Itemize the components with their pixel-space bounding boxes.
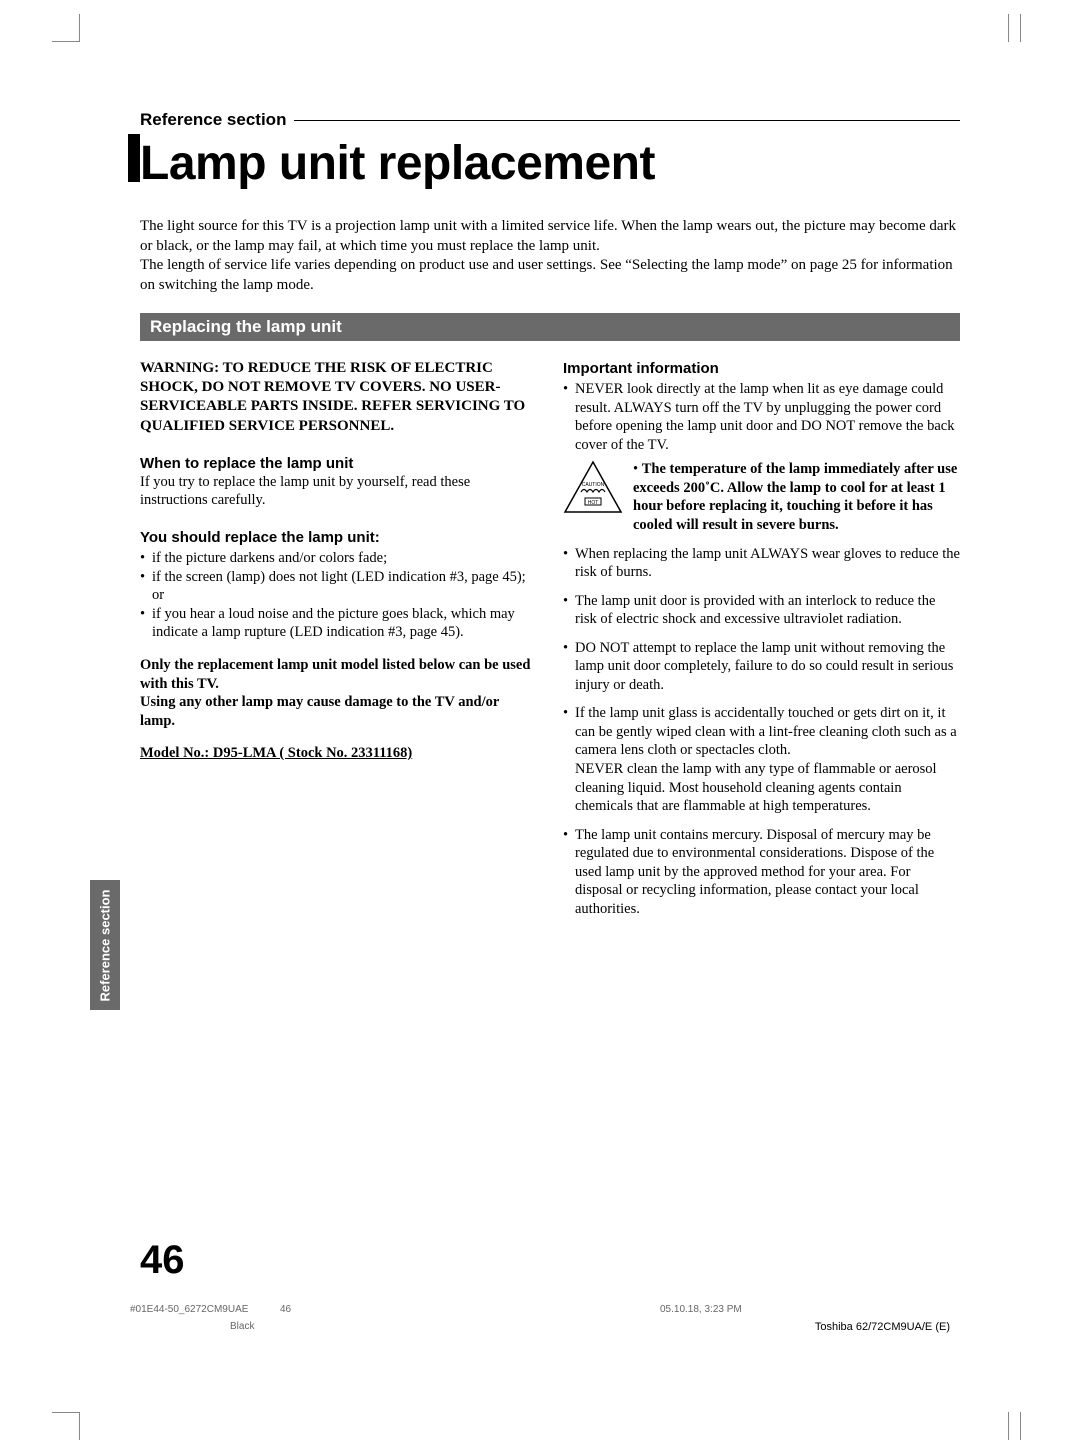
model-number: Model No.: D95-LMA ( Stock No. 23311168) [140, 744, 537, 763]
list-item: The lamp unit contains mercury. Disposal… [563, 826, 960, 919]
list-item: DO NOT attempt to replace the lamp unit … [563, 639, 960, 695]
list-item: If the lamp unit glass is accidentally t… [563, 704, 960, 815]
side-tab-label: Reference section [98, 889, 113, 1001]
intro-paragraph: The light source for this TV is a projec… [140, 217, 960, 295]
footer-date: 05.10.18, 3:23 PM [660, 1304, 742, 1315]
list-item-text: If the lamp unit glass is accidentally t… [575, 705, 957, 758]
heading-important: Important information [563, 359, 960, 378]
page-title: Lamp unit replacement [140, 136, 960, 191]
page-number: 46 [140, 1238, 185, 1283]
footer-file: #01E44-50_6272CM9UAE [130, 1304, 248, 1315]
temperature-warning-text: • The temperature of the lamp immediatel… [633, 460, 960, 534]
list-item: NEVER look directly at the lamp when lit… [563, 380, 960, 454]
page: Reference section Reference section Lamp… [0, 0, 1080, 1454]
heading-when: When to replace the lamp unit [140, 454, 537, 473]
list-item: if the screen (lamp) does not light (LED… [140, 568, 537, 605]
footer-row-2: Black Toshiba 62/72CM9UA/E (E) [130, 1321, 950, 1333]
heading-should: You should replace the lamp unit: [140, 528, 537, 547]
left-column: WARNING: TO REDUCE THE RISK OF ELECTRIC … [140, 359, 537, 918]
title-accent-bar [128, 134, 140, 182]
section-rule [294, 120, 960, 121]
caution-hot-icon: CAUTION HOT [563, 460, 623, 516]
crop-mark [52, 1412, 80, 1440]
important-list-6: The lamp unit contains mercury. Disposal… [563, 826, 960, 919]
list-item: When replacing the lamp unit ALWAYS wear… [563, 545, 960, 582]
only-replacement-paragraph: Only the replacement lamp unit model lis… [140, 656, 537, 730]
should-replace-list: if the picture darkens and/or colors fad… [140, 549, 537, 642]
section-label-row: Reference section [140, 110, 960, 130]
section-label: Reference section [140, 110, 286, 130]
important-list: NEVER look directly at the lamp when lit… [563, 380, 960, 454]
content-area: Reference section Lamp unit replacement … [140, 110, 960, 918]
right-column: Important information NEVER look directl… [563, 359, 960, 918]
two-column-layout: WARNING: TO REDUCE THE RISK OF ELECTRIC … [140, 359, 960, 918]
svg-text:HOT: HOT [588, 500, 599, 506]
footer-row-1: #01E44-50_6272CM9UAE 46 05.10.18, 3:23 P… [130, 1304, 950, 1315]
footer: #01E44-50_6272CM9UAE 46 05.10.18, 3:23 P… [130, 1304, 950, 1333]
warning-block: WARNING: TO REDUCE THE RISK OF ELECTRIC … [140, 359, 537, 436]
important-list-4: DO NOT attempt to replace the lamp unit … [563, 639, 960, 695]
important-list-3: The lamp unit door is provided with an i… [563, 592, 960, 629]
crop-mark [1000, 1412, 1028, 1440]
footer-page: 46 [280, 1304, 291, 1315]
important-list-2: When replacing the lamp unit ALWAYS wear… [563, 545, 960, 582]
side-tab: Reference section [90, 880, 120, 1010]
footer-black: Black [230, 1321, 254, 1333]
footer-model: Toshiba 62/72CM9UA/E (E) [815, 1321, 950, 1333]
crop-mark [52, 14, 80, 42]
when-paragraph: If you try to replace the lamp unit by y… [140, 473, 537, 510]
important-list-5: If the lamp unit glass is accidentally t… [563, 704, 960, 815]
list-item: if the picture darkens and/or colors fad… [140, 549, 537, 568]
temperature-warning-row: CAUTION HOT • The temperature of the lam… [563, 460, 960, 534]
list-item: if you hear a loud noise and the picture… [140, 605, 537, 642]
temp-bold: The temperature of the lamp immediately … [633, 461, 957, 533]
list-item: The lamp unit door is provided with an i… [563, 592, 960, 629]
list-item-text-cont: NEVER clean the lamp with any type of fl… [575, 761, 937, 814]
subheading-bar: Replacing the lamp unit [140, 313, 960, 341]
svg-text:CAUTION: CAUTION [582, 482, 605, 488]
crop-mark [1000, 14, 1028, 42]
